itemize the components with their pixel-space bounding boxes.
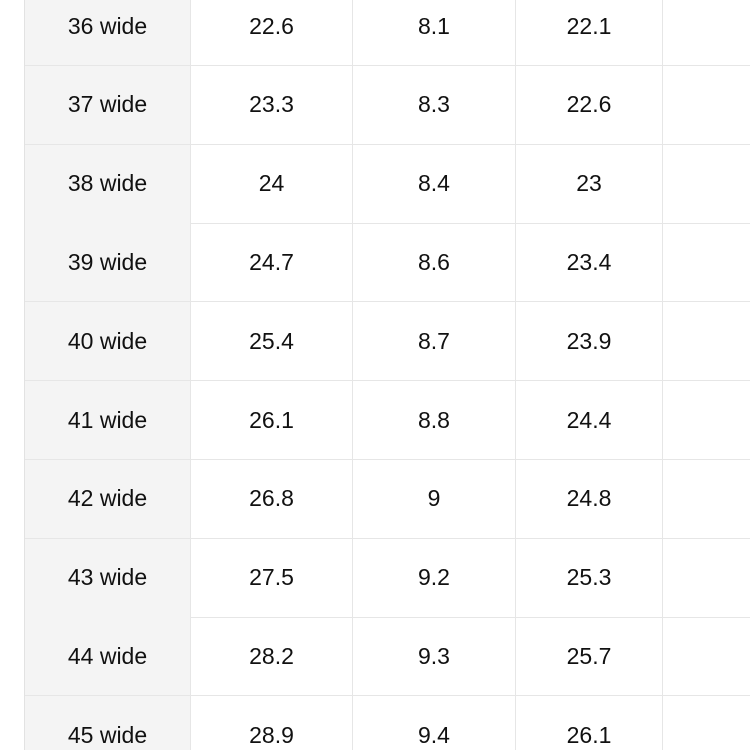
table-cell: 23.9 <box>516 302 663 381</box>
table-cell: 23 <box>516 144 663 223</box>
empty-cell <box>663 460 750 538</box>
empty-cell <box>663 223 750 301</box>
table-cell: 9.4 <box>353 696 516 750</box>
table-cell: 26.8 <box>191 459 353 538</box>
table-cell: 22.6 <box>191 0 353 65</box>
table-cell: 9.3 <box>353 617 516 696</box>
empty-cell <box>663 696 750 750</box>
size-label: 45 wide <box>25 696 191 750</box>
empty-cell <box>663 0 750 65</box>
table-cell: 26.1 <box>191 381 353 459</box>
size-label: 38 wide <box>25 144 191 223</box>
table-cell: 26.1 <box>516 696 663 750</box>
empty-cell <box>663 617 750 695</box>
table-cell: 8.3 <box>353 65 516 144</box>
table-cell: 22.6 <box>516 65 663 144</box>
empty-cell <box>663 66 750 144</box>
table-row: 36 wide 22.6 8.1 22.1 <box>25 0 750 66</box>
table-cell: 9 <box>353 459 516 538</box>
table-cell: 25.7 <box>516 617 663 696</box>
empty-cell <box>663 302 750 380</box>
table-cell: 8.1 <box>353 0 516 65</box>
table-row: 41 wide 26.1 8.8 24.4 <box>25 381 750 460</box>
table-row: 42 wide 26.8 9 24.8 <box>25 459 750 539</box>
table-edge <box>24 0 25 750</box>
table-row: 44 wide 28.2 9.3 25.7 <box>25 617 750 697</box>
table-row: 37 wide 23.3 8.3 22.6 <box>25 65 750 145</box>
table-cell: 25.3 <box>516 538 663 617</box>
table-row: 45 wide 28.9 9.4 26.1 <box>25 696 750 750</box>
table-cell: 22.1 <box>516 0 663 65</box>
size-label: 41 wide <box>25 381 191 459</box>
table-cell: 24.4 <box>516 381 663 459</box>
size-label: 36 wide <box>25 0 191 65</box>
table-cell: 8.6 <box>353 223 516 302</box>
empty-cell <box>663 381 750 459</box>
table-cell: 23.4 <box>516 223 663 302</box>
table-cell: 27.5 <box>191 538 353 617</box>
table-row: 39 wide 24.7 8.6 23.4 <box>25 223 750 303</box>
table-cell: 24 <box>191 144 353 223</box>
size-label: 40 wide <box>25 302 191 381</box>
table-cell: 25.4 <box>191 302 353 381</box>
table-row: 43 wide 27.5 9.2 25.3 <box>25 538 750 618</box>
empty-cell <box>663 539 750 617</box>
size-label: 44 wide <box>25 617 191 696</box>
table-row: 38 wide 24 8.4 23 <box>25 144 750 224</box>
table-row: 40 wide 25.4 8.7 23.9 <box>25 302 750 382</box>
empty-cell <box>663 145 750 223</box>
size-label: 39 wide <box>25 223 191 302</box>
size-label: 43 wide <box>25 538 191 617</box>
table-cell: 23.3 <box>191 65 353 144</box>
table-cell: 8.4 <box>353 144 516 223</box>
size-label: 37 wide <box>25 65 191 144</box>
size-label: 42 wide <box>25 459 191 538</box>
table-cell: 28.2 <box>191 617 353 696</box>
table-cell: 24.8 <box>516 459 663 538</box>
table-cell: 24.7 <box>191 223 353 302</box>
table-cell: 8.8 <box>353 381 516 459</box>
table-cell: 8.7 <box>353 302 516 381</box>
table-cell: 28.9 <box>191 696 353 750</box>
table-cell: 9.2 <box>353 538 516 617</box>
